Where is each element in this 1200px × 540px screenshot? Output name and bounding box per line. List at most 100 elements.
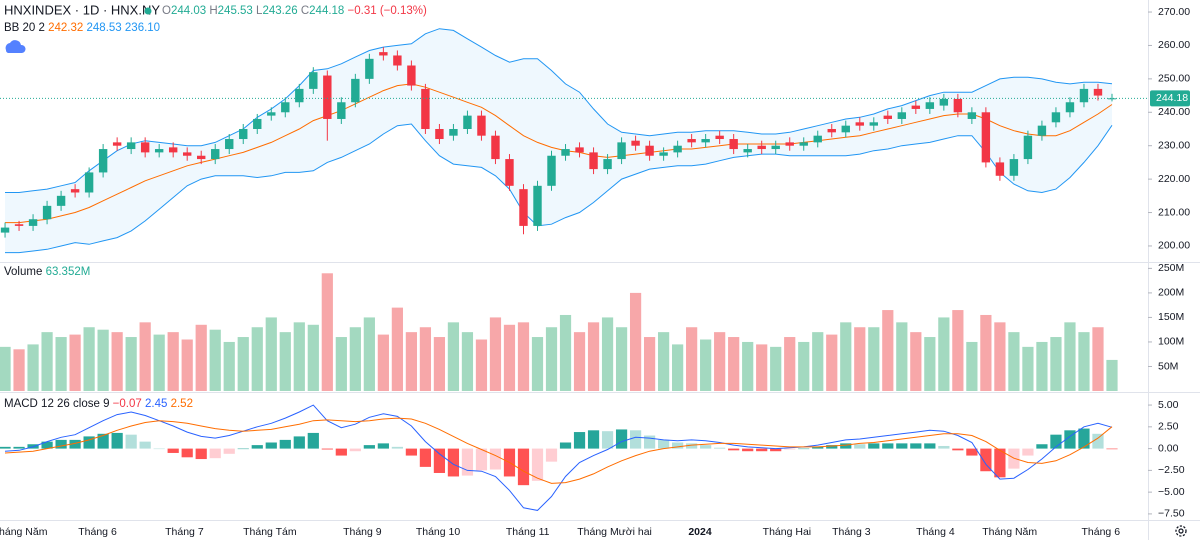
volume-bar bbox=[377, 334, 389, 391]
macd-histogram-bar bbox=[756, 448, 768, 452]
candle-body bbox=[995, 162, 1005, 176]
macd-histogram-bar bbox=[279, 439, 291, 449]
candle-body bbox=[505, 159, 514, 186]
candle-body bbox=[981, 112, 991, 163]
plot-area: Tháng Năm Tháng 6 Tháng 7 Tháng Tám Tháng 9 T… bbox=[0, 6, 1190, 538]
macd-histogram-bar bbox=[461, 448, 474, 476]
candle-body bbox=[393, 55, 402, 66]
bb-lower bbox=[5, 123, 1113, 254]
x-tick-label: Tháng Hai bbox=[763, 526, 811, 538]
macd-histogram-bar bbox=[868, 443, 880, 449]
logo-icon bbox=[5, 40, 26, 53]
macd-histogram-bar bbox=[615, 429, 628, 449]
ohlc-legend: O244.03 H245.53 L243.26 C244.18 −0.31 (−… bbox=[162, 5, 427, 17]
candle-body bbox=[729, 139, 738, 150]
volume-bar bbox=[784, 337, 796, 391]
volume-bar bbox=[910, 332, 922, 391]
candle-body bbox=[757, 145, 766, 150]
volume-bar bbox=[223, 341, 235, 391]
x-tick-label: Tháng Năm bbox=[0, 526, 48, 538]
macd-histogram-bar bbox=[251, 445, 263, 449]
volume-bar bbox=[854, 327, 866, 391]
candle-body bbox=[295, 88, 304, 103]
macd-histogram-bar bbox=[293, 436, 305, 449]
macd-histogram-bar bbox=[153, 448, 165, 450]
volume-bar bbox=[279, 332, 291, 391]
y-tick-label: 240.00 bbox=[1158, 106, 1190, 118]
candle-body bbox=[855, 122, 864, 126]
candle-body bbox=[799, 142, 808, 146]
x-tick-label: Tháng 6 bbox=[1082, 526, 1121, 538]
macd-histogram-bar bbox=[209, 448, 221, 459]
candle-body bbox=[631, 140, 640, 146]
candle-body bbox=[253, 118, 262, 129]
candle-body bbox=[28, 219, 38, 226]
macd-histogram-bar bbox=[882, 443, 894, 449]
candle-body bbox=[407, 65, 416, 86]
volume-bar bbox=[756, 344, 768, 391]
candle-body bbox=[589, 152, 598, 170]
macd-histogram-bar bbox=[265, 442, 277, 449]
candle-body bbox=[168, 147, 178, 153]
candle-body bbox=[0, 227, 10, 233]
volume-bar bbox=[321, 273, 333, 391]
bb-value: 236.10 bbox=[125, 22, 160, 34]
volume-bar bbox=[728, 337, 740, 391]
macd-histogram-bar bbox=[363, 445, 375, 449]
x-tick-label: Tháng 10 bbox=[416, 526, 461, 538]
volume-bar bbox=[419, 327, 432, 391]
macd-histogram-bar bbox=[798, 448, 810, 450]
volume-bar bbox=[531, 337, 544, 391]
volume-bar bbox=[882, 310, 894, 391]
x-tick-label: Tháng Tám bbox=[243, 526, 297, 538]
ohlc-value: 245.53 bbox=[218, 5, 253, 17]
y-tick-label: 250.00 bbox=[1158, 73, 1190, 85]
volume-bar bbox=[335, 337, 347, 391]
volume-bar bbox=[97, 329, 109, 391]
volume-bar bbox=[461, 332, 474, 391]
candle-body bbox=[421, 88, 430, 129]
volume-bar bbox=[1078, 332, 1090, 391]
macd-histogram-bar bbox=[1092, 433, 1104, 449]
volume-bar bbox=[55, 337, 67, 391]
x-tick-label: Tháng 9 bbox=[343, 526, 382, 538]
macd-histogram-bar bbox=[517, 448, 530, 486]
volume-bar bbox=[1050, 337, 1062, 391]
macd-histogram-bar bbox=[714, 447, 726, 449]
y-tick-label: −5.00 bbox=[1158, 486, 1185, 498]
x-tick-label: Tháng 6 bbox=[78, 526, 117, 538]
ohlc-label: H bbox=[209, 5, 217, 17]
volume-bar bbox=[798, 341, 810, 391]
volume-bar bbox=[363, 317, 375, 391]
volume-bar bbox=[139, 322, 151, 391]
candle-body bbox=[939, 98, 949, 106]
macd-histogram-bar bbox=[195, 448, 207, 460]
macd-value: −0.07 bbox=[113, 398, 142, 410]
macd-histogram-bar bbox=[952, 448, 964, 451]
candle-body bbox=[126, 142, 136, 150]
candle-body bbox=[869, 122, 878, 126]
candle-body bbox=[197, 155, 206, 160]
candle-body bbox=[281, 102, 290, 113]
settings-icon[interactable] bbox=[1175, 525, 1187, 537]
ohlc-label: L bbox=[256, 5, 263, 17]
macd-histogram-bar bbox=[812, 446, 824, 449]
bb-label: BB 20 2 bbox=[4, 22, 45, 34]
x-tick-label: Tháng 3 bbox=[832, 526, 871, 538]
volume-bar bbox=[153, 334, 165, 391]
candle-body bbox=[323, 75, 332, 119]
legends: HNXINDEX · 1D · HNX.NY O244.03 H245.53 L… bbox=[4, 2, 1187, 537]
bb-fill bbox=[5, 28, 1112, 253]
candle-body bbox=[1037, 125, 1047, 136]
volume-bar bbox=[391, 307, 403, 391]
macd-histogram-bar bbox=[475, 448, 488, 471]
x-tick-label: Tháng 11 bbox=[506, 526, 550, 538]
candle-body bbox=[897, 112, 907, 119]
volume-bar bbox=[545, 327, 558, 391]
volume-bar bbox=[475, 339, 488, 391]
volume-bar bbox=[868, 327, 880, 391]
candle-body bbox=[659, 152, 668, 156]
candle-body bbox=[1023, 135, 1033, 160]
volume-bar bbox=[658, 332, 670, 391]
volume-bar bbox=[587, 322, 600, 391]
